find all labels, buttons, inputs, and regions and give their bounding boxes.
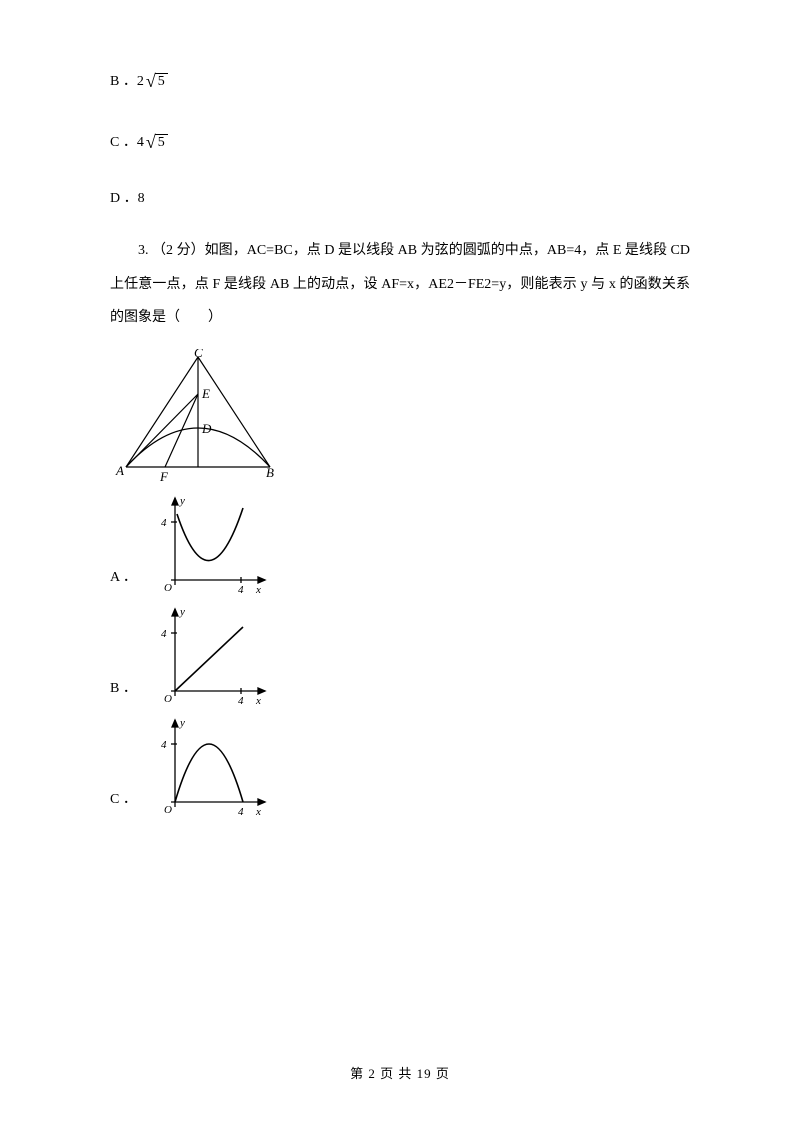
option-c-label: C ． bbox=[110, 126, 137, 160]
svg-text:O: O bbox=[164, 693, 172, 705]
svg-text:y: y bbox=[179, 606, 185, 618]
main-figure: C E D A B F bbox=[110, 349, 690, 484]
option-b-label: B ． bbox=[110, 65, 137, 99]
option-b: B ． 2 √ 5 bbox=[110, 60, 690, 103]
svg-text:4: 4 bbox=[238, 806, 244, 817]
label-C: C bbox=[194, 349, 203, 360]
option-d-label: D ． bbox=[110, 182, 138, 216]
label-A: A bbox=[115, 463, 124, 478]
graph-c-svg: y 4 4 x O bbox=[143, 712, 273, 817]
svg-text:4: 4 bbox=[161, 517, 167, 529]
option-c: C ． 4 √ 5 bbox=[110, 121, 690, 164]
sqrt-icon: √ 5 bbox=[146, 121, 168, 164]
svg-text:x: x bbox=[255, 695, 261, 706]
graph-b-svg: y 4 4 x O bbox=[143, 601, 273, 706]
triangle-arc-diagram: C E D A B F bbox=[110, 349, 280, 484]
option-a-mark: A ． bbox=[110, 561, 137, 595]
sqrt-icon: √ 5 bbox=[146, 60, 168, 103]
option-c-rad: 5 bbox=[155, 134, 168, 152]
graph-a-svg: y 4 4 x O bbox=[143, 490, 273, 595]
svg-text:O: O bbox=[164, 582, 172, 594]
svg-text:O: O bbox=[164, 804, 172, 816]
graph-option-c: C ． y 4 4 x O bbox=[110, 712, 690, 817]
svg-text:4: 4 bbox=[161, 739, 167, 751]
option-c-mark: C ． bbox=[110, 783, 137, 817]
label-F: F bbox=[159, 469, 169, 484]
option-b-rad: 5 bbox=[155, 73, 168, 91]
svg-text:x: x bbox=[255, 806, 261, 817]
label-D: D bbox=[201, 421, 212, 436]
option-d-value: 8 bbox=[138, 182, 145, 216]
option-d: D ． 8 bbox=[110, 182, 690, 216]
svg-text:4: 4 bbox=[161, 628, 167, 640]
label-B: B bbox=[266, 465, 274, 480]
question-3-text: 3. （2 分）如图，AC=BC，点 D 是以线段 AB 为弦的圆弧的中点，AB… bbox=[110, 234, 690, 335]
graph-option-a: A ． y 4 4 x O bbox=[110, 490, 690, 595]
label-E: E bbox=[201, 386, 210, 401]
svg-text:y: y bbox=[179, 495, 185, 507]
graph-option-b: B ． y 4 4 x O bbox=[110, 601, 690, 706]
page-footer: 第 2 页 共 19 页 bbox=[0, 1063, 800, 1082]
option-c-coef: 4 bbox=[137, 126, 144, 160]
svg-text:4: 4 bbox=[238, 584, 244, 595]
svg-text:y: y bbox=[179, 717, 185, 729]
svg-text:4: 4 bbox=[238, 695, 244, 706]
option-b-mark: B ． bbox=[110, 672, 137, 706]
svg-text:x: x bbox=[255, 584, 261, 595]
page-content: B ． 2 √ 5 C ． 4 √ 5 D ． 8 3. （2 分）如图，AC=… bbox=[0, 0, 800, 817]
option-b-coef: 2 bbox=[137, 65, 144, 99]
